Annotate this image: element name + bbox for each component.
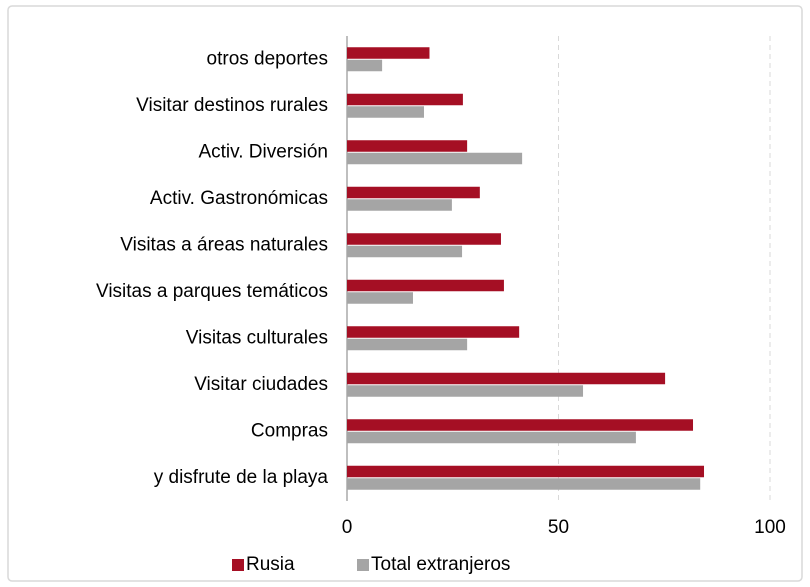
y-tick-label: Visitar destinos rurales [136, 95, 328, 116]
bar [347, 47, 430, 59]
legend-label: Total extranjeros [371, 554, 510, 575]
bar [347, 93, 463, 106]
y-tick-label: Visitas a parques temáticos [96, 281, 328, 302]
bar [347, 152, 523, 165]
x-tick-label: 50 [548, 517, 569, 538]
bar [347, 140, 468, 152]
legend-label: Rusia [246, 554, 295, 575]
bar [347, 59, 383, 72]
y-tick-label: Compras [251, 420, 328, 441]
y-tick-label: Activ. Gastronómicas [150, 188, 328, 209]
bar [347, 385, 584, 397]
legend-swatch [357, 559, 369, 571]
bar [347, 279, 504, 292]
bar [347, 431, 636, 444]
y-tick-label: Visitas culturales [186, 327, 328, 348]
x-tick-label: 0 [342, 517, 353, 538]
legend-swatch [232, 559, 244, 571]
bar [347, 292, 413, 304]
y-tick-label: Visitas a áreas naturales [120, 234, 328, 255]
bar [347, 478, 701, 490]
y-tick-label: otros deportes [207, 48, 328, 69]
bar [347, 245, 463, 258]
bar [347, 372, 666, 385]
bar [347, 106, 424, 118]
bar [347, 465, 705, 478]
bar [347, 419, 694, 431]
bar [347, 338, 468, 351]
y-tick-label: Activ. Diversión [198, 141, 328, 162]
bar [347, 186, 480, 199]
bar [347, 326, 520, 338]
y-tick-label: y disfrute de la playa [154, 467, 329, 488]
bar [347, 199, 452, 211]
y-tick-label: Visitar ciudades [194, 374, 328, 395]
bar [347, 233, 501, 245]
x-tick-label: 100 [754, 517, 786, 538]
